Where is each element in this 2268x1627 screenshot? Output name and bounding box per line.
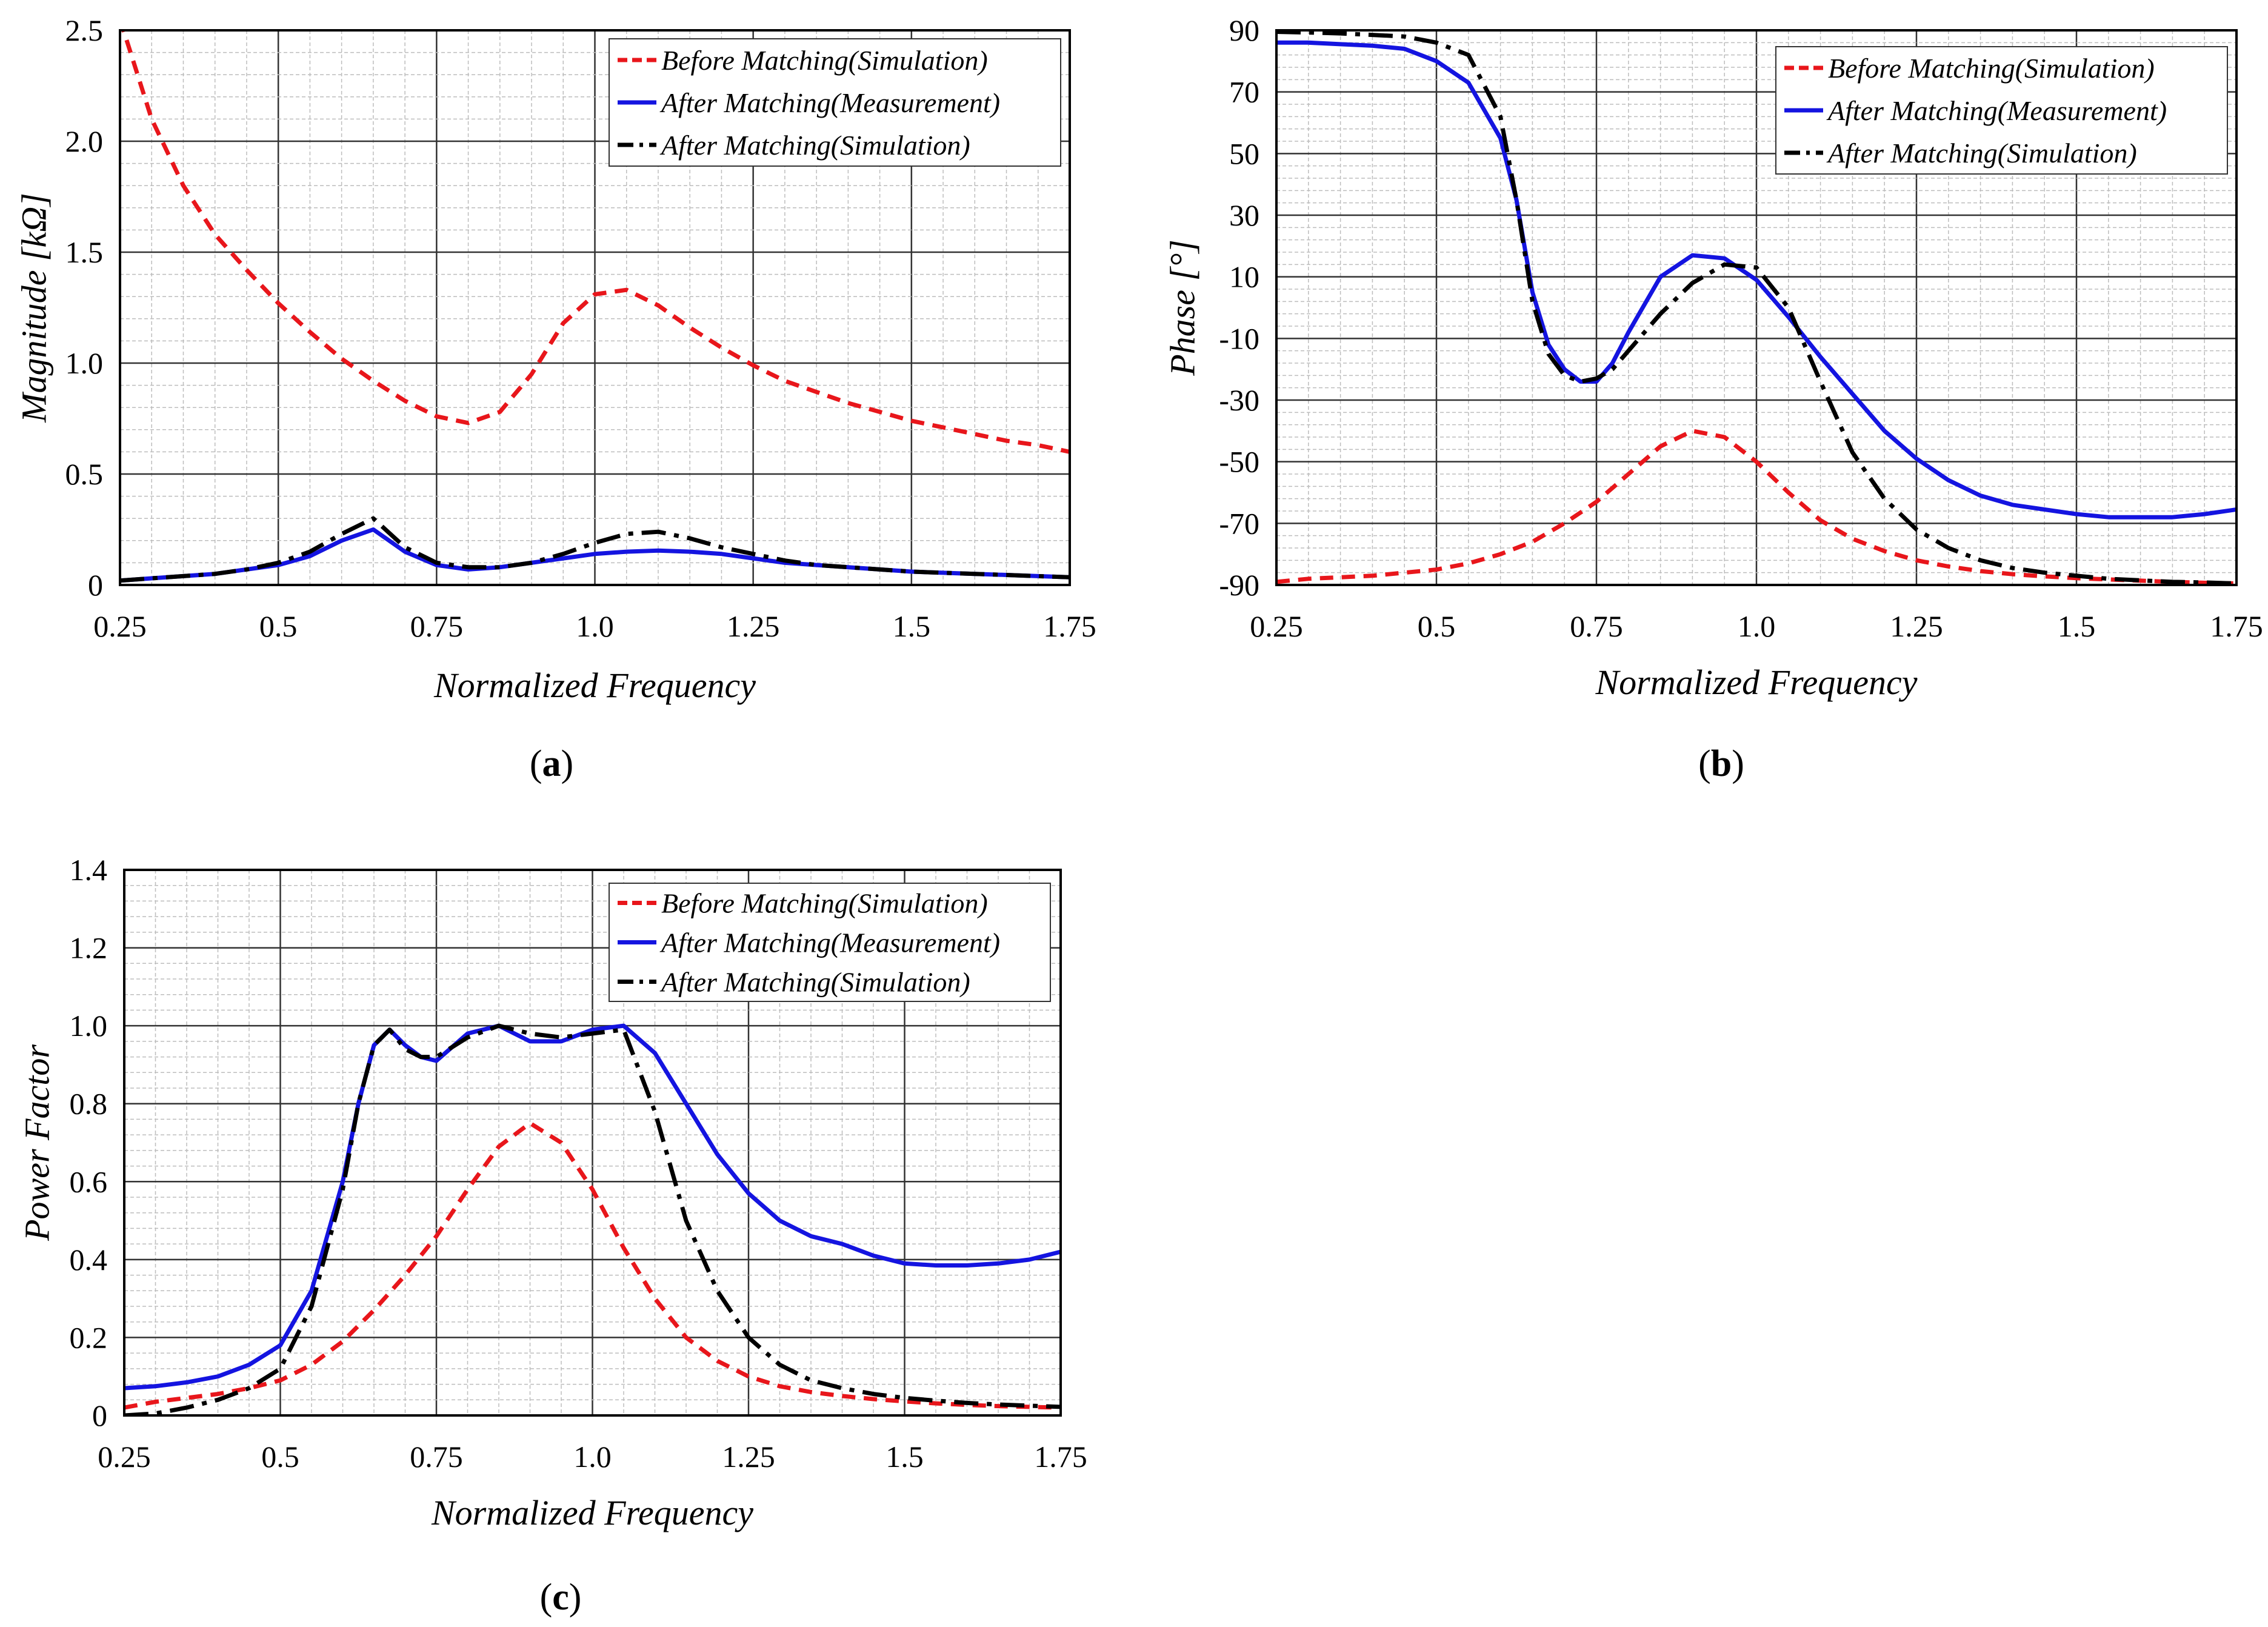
y-tick-label: 2.5 <box>65 13 104 47</box>
panel-b-legend-box <box>1775 46 2228 175</box>
y-tick-label: 0 <box>92 1398 107 1432</box>
panel-a-legend-box <box>609 38 1061 167</box>
panel-b-y-axis-label: Phase [°] <box>1162 239 1202 376</box>
panel-b-phase-chart: 0.25 0.5 0.75 1.0 1.25 1.5 1.75 90 70 50 30 10 -10 -… <box>1162 13 2263 784</box>
panel-c-legend-box <box>609 883 1051 1002</box>
panel-c-legend-after-sim: After Matching(Simulation) <box>659 967 970 998</box>
x-tick-label: 1.75 <box>1043 609 1096 643</box>
x-tick-label: 1.25 <box>722 1440 775 1474</box>
panel-b-plot-frame <box>1275 29 2238 586</box>
x-tick-label: 0.75 <box>410 609 464 643</box>
panel-b-x-axis-label: Normalized Frequency <box>1595 663 1917 702</box>
panel-c-plot-frame <box>123 869 1062 1417</box>
x-tick-label: 1.5 <box>2058 609 2096 643</box>
panel-c-x-axis-label: Normalized Frequency <box>431 1493 753 1532</box>
y-tick-label: 0.4 <box>70 1243 108 1277</box>
y-tick-label: -50 <box>1219 445 1259 479</box>
panel-c-series-before-line <box>124 1121 1061 1410</box>
y-tick-label: -30 <box>1219 383 1259 417</box>
panel-b-series-after-meas-line <box>1276 40 2236 520</box>
x-tick-label: 1.75 <box>1034 1440 1087 1474</box>
panel-b-x-tick-labels: 0.25 0.5 0.75 1.0 1.25 1.5 1.75 <box>1250 609 2263 643</box>
panel-b-y-tick-labels: 90 70 50 30 10 -10 -30 -50 -70 -90 <box>1219 13 1259 602</box>
y-tick-label: -10 <box>1219 321 1259 355</box>
x-tick-label: 1.25 <box>727 609 780 643</box>
x-tick-label: 0.25 <box>98 1440 151 1474</box>
y-tick-label: 1.0 <box>65 346 104 380</box>
y-tick-label: 0.2 <box>70 1320 108 1354</box>
panel-a-curves <box>120 30 1070 583</box>
y-tick-label: 30 <box>1229 198 1259 232</box>
y-tick-label: 0 <box>88 568 103 602</box>
panel-a-y-tick-labels: 0 0.5 1.0 1.5 2.0 2.5 <box>65 13 104 602</box>
x-tick-label: 1.5 <box>893 609 931 643</box>
panel-b-curves <box>1276 30 2236 585</box>
x-tick-label: 1.0 <box>576 609 614 643</box>
x-tick-label: 0.75 <box>410 1440 463 1474</box>
panel-a-series-after-meas-line <box>120 527 1070 583</box>
panel-b-legend-after-meas: After Matching(Measurement) <box>1826 95 2167 126</box>
panel-a-legend-after-meas: After Matching(Measurement) <box>659 87 1000 118</box>
panel-c-series-after-meas-line <box>124 1023 1061 1391</box>
panel-c-curves <box>124 1023 1061 1415</box>
y-tick-label: 0.5 <box>65 457 104 491</box>
panel-b-legend-after-sim: After Matching(Simulation) <box>1826 138 2137 169</box>
y-tick-label: 1.0 <box>70 1009 108 1043</box>
panel-c-x-tick-labels: 0.25 0.5 0.75 1.0 1.25 1.5 1.75 <box>98 1440 1087 1474</box>
panel-b-series-after-sim-line <box>1276 30 2236 585</box>
panel-a-magnitude-chart: 0.25 0.5 0.75 1.0 1.25 1.5 1.75 0 0.5 1.0 1.5 2.0 2… <box>14 13 1096 784</box>
panel-b-caption: (b) <box>1698 743 1744 784</box>
y-tick-label: 2.0 <box>65 124 104 158</box>
panel-c-legend-before: Before Matching(Simulation) <box>661 888 988 919</box>
x-tick-label: 0.25 <box>1250 609 1303 643</box>
x-tick-label: 1.0 <box>573 1440 612 1474</box>
y-tick-label: 1.4 <box>70 853 108 887</box>
x-tick-label: 1.0 <box>1738 609 1776 643</box>
panel-a-plot-frame <box>119 29 1071 586</box>
panel-b-caption-letter: b <box>1711 743 1732 784</box>
panel-c-caption: (c) <box>540 1577 582 1618</box>
x-tick-label: 0.75 <box>1570 609 1623 643</box>
panel-b-legend: Before Matching(Simulation) After Matchi… <box>1775 46 2228 175</box>
y-tick-label: 1.5 <box>65 235 104 269</box>
panel-a-caption-letter: a <box>542 743 561 784</box>
y-tick-label: 90 <box>1229 13 1259 47</box>
panel-a-y-axis-label: Magnitude [kΩ] <box>14 193 53 423</box>
y-tick-label: 0.6 <box>70 1164 108 1198</box>
x-tick-label: 1.25 <box>1890 609 1943 643</box>
panel-a-x-tick-labels: 0.25 0.5 0.75 1.0 1.25 1.5 1.75 <box>93 609 1096 643</box>
panel-a-legend-after-sim: After Matching(Simulation) <box>659 130 970 161</box>
x-tick-label: 1.75 <box>2210 609 2263 643</box>
panel-a-caption: (a) <box>530 743 573 784</box>
panel-c-caption-letter: c <box>552 1577 569 1618</box>
panel-b-legend-before: Before Matching(Simulation) <box>1828 53 2155 84</box>
panel-c-y-tick-labels: 0 0.2 0.4 0.6 0.8 1.0 1.2 1.4 <box>70 853 108 1432</box>
panel-c-legend-after-meas: After Matching(Measurement) <box>659 927 1000 958</box>
panel-b-series-before-line <box>1276 429 2236 585</box>
panel-c-power-factor-chart: 0.25 0.5 0.75 1.0 1.25 1.5 1.75 0 0.2 0.4 0.6 0.8 1… <box>17 853 1087 1618</box>
y-tick-label: -70 <box>1219 506 1259 540</box>
panel-a-series-before-line <box>121 30 1070 454</box>
panel-a-x-axis-label: Normalized Frequency <box>433 666 756 705</box>
panel-a-legend-before: Before Matching(Simulation) <box>661 45 988 76</box>
panel-a-series-after-sim-line <box>120 516 1070 583</box>
panel-c-y-axis-label: Power Factor <box>17 1044 56 1241</box>
x-tick-label: 1.5 <box>886 1440 924 1474</box>
x-tick-label: 0.5 <box>1418 609 1456 643</box>
y-tick-label: 0.8 <box>70 1087 108 1121</box>
x-tick-label: 0.25 <box>93 609 147 643</box>
y-tick-label: 50 <box>1229 136 1259 170</box>
x-tick-label: 0.5 <box>261 1440 299 1474</box>
y-tick-label: 10 <box>1229 260 1259 294</box>
y-tick-label: 70 <box>1229 75 1259 109</box>
panel-a-legend: Before Matching(Simulation) After Matchi… <box>609 38 1061 167</box>
y-tick-label: -90 <box>1219 568 1259 602</box>
y-tick-label: 1.2 <box>70 931 108 965</box>
x-tick-label: 0.5 <box>259 609 298 643</box>
panel-c-legend: Before Matching(Simulation) After Matchi… <box>609 883 1051 1002</box>
panel-c-series-after-sim-line <box>124 1023 1061 1415</box>
